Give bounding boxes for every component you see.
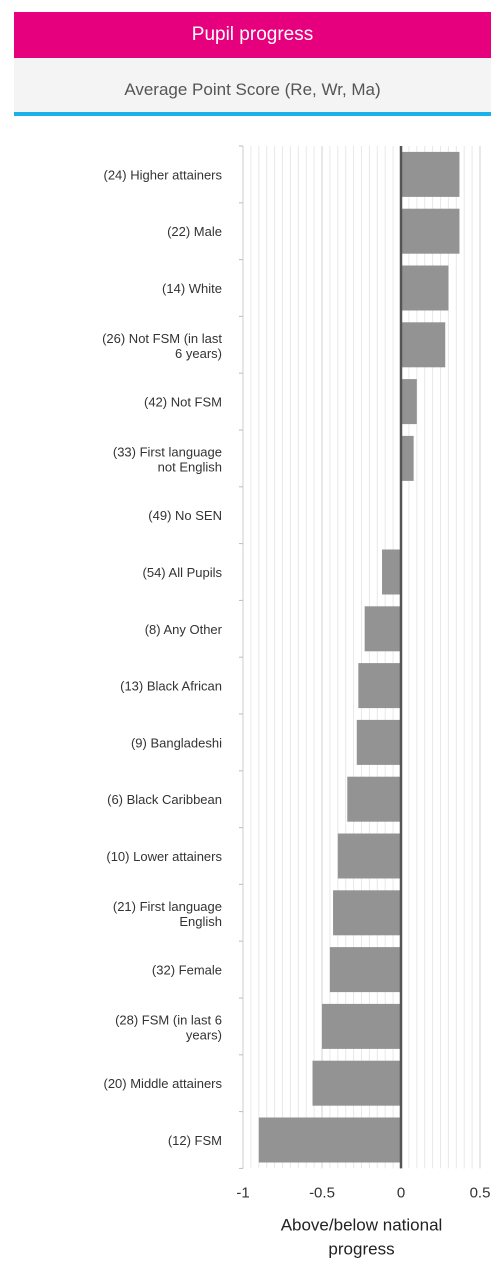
bar xyxy=(337,833,401,879)
category-label: (13) Black African xyxy=(120,679,222,694)
bar xyxy=(333,890,401,936)
bar xyxy=(401,435,414,481)
bar xyxy=(401,151,460,197)
bar xyxy=(258,1117,401,1163)
x-tick-label: -0.5 xyxy=(309,1184,335,1201)
bar xyxy=(401,208,460,254)
category-label: (6) Black Caribbean xyxy=(107,792,222,807)
panel-title: Pupil progress xyxy=(191,24,314,45)
x-axis-title: Above/below national progress xyxy=(281,1215,443,1258)
chart-subtitle: Average Point Score (Re, Wr, Ma) xyxy=(124,80,381,99)
x-tick-label: -1 xyxy=(236,1184,249,1201)
bar xyxy=(356,719,401,765)
x-tick-label: 0 xyxy=(397,1184,405,1201)
bar xyxy=(347,776,401,822)
bar xyxy=(364,606,401,652)
category-label: (12) FSM xyxy=(168,1133,222,1148)
category-label: (54) All Pupils xyxy=(143,565,223,580)
bar xyxy=(401,322,446,368)
category-label: (21) First language English xyxy=(113,899,222,929)
pupil-progress-panel: Pupil progress Average Point Score (Re, … xyxy=(14,12,491,1267)
category-label: (33) First language not English xyxy=(113,444,222,474)
category-label: (26) Not FSM (in last 6 years) xyxy=(102,331,222,361)
bar xyxy=(322,1003,401,1049)
bar xyxy=(382,549,401,595)
subtitle-divider xyxy=(14,112,491,116)
panel-header: Pupil progress xyxy=(14,12,491,58)
category-label: (8) Any Other xyxy=(145,622,223,637)
bar xyxy=(358,663,401,709)
category-label: (49) No SEN xyxy=(148,508,222,523)
category-label: (20) Middle attainers xyxy=(104,1076,223,1091)
category-label: (32) Female xyxy=(152,963,222,978)
chart-area: (24) Higher attainers (22) Male (14) White… xyxy=(14,116,491,1267)
category-label: (24) Higher attainers xyxy=(104,167,223,182)
bar xyxy=(401,379,417,425)
bar xyxy=(312,1060,401,1106)
category-label: (14) White xyxy=(162,281,222,296)
x-tick-label: 0.5 xyxy=(470,1184,491,1201)
bar xyxy=(401,265,449,311)
category-label: (42) Not FSM xyxy=(144,395,222,410)
category-label: (10) Lower attainers xyxy=(106,849,222,864)
category-label: (22) Male xyxy=(167,224,222,239)
bar xyxy=(329,947,401,993)
category-label: (28) FSM (in last 6 years) xyxy=(115,1012,222,1042)
progress-bar-chart: (24) Higher attainers (22) Male (14) White… xyxy=(102,145,491,1258)
category-label: (9) Bangladeshi xyxy=(131,735,222,750)
